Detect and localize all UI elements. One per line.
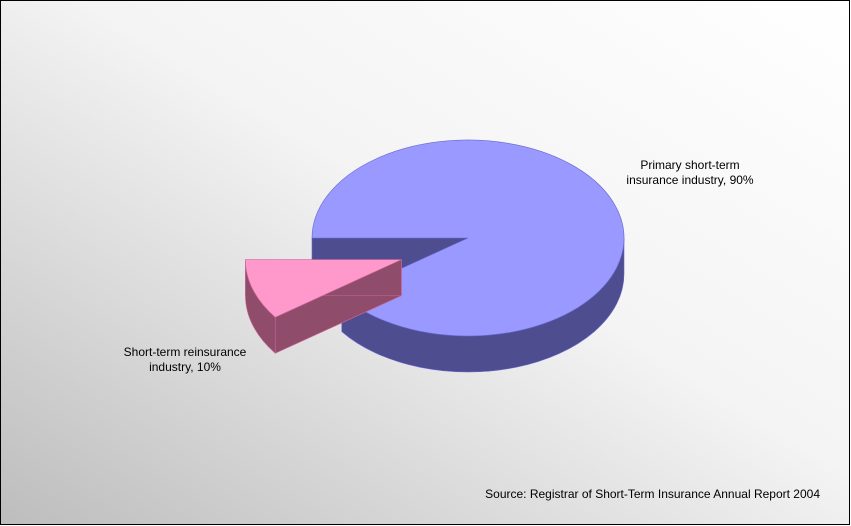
source-note: Source: Registrar of Short-Term Insuranc…: [485, 487, 820, 501]
pie: [245, 139, 625, 373]
data-label: Primary short-term insurance industry, 9…: [626, 158, 754, 187]
slice: [245, 259, 402, 318]
label-box: Short-term reinsurance industry, 10%: [123, 345, 247, 374]
data-label: Short-term reinsurance industry, 10%: [123, 345, 247, 374]
label-box: Primary short-term insurance industry, 9…: [626, 158, 754, 187]
